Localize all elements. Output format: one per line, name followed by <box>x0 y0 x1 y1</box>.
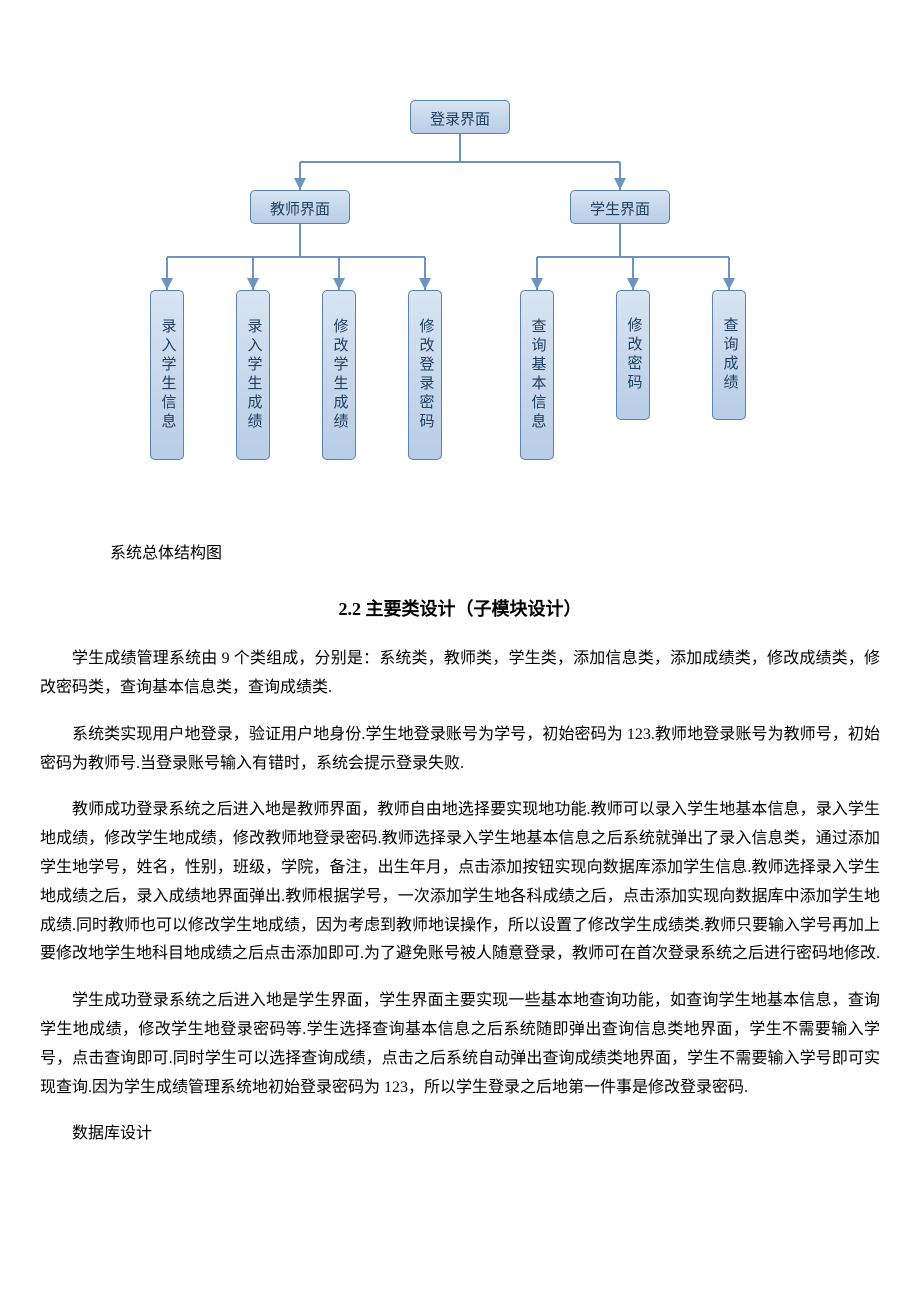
flowchart-node: 录入学生信息 <box>150 290 184 460</box>
flowchart-node: 修改密码 <box>616 290 650 420</box>
flowchart-node: 录入学生成绩 <box>236 290 270 460</box>
section-heading: 2.2 主要类设计（子模块设计） <box>40 593 880 625</box>
paragraph: 学生成功登录系统之后进入地是学生界面，学生界面主要实现一些基本地查询功能，如查询… <box>40 987 880 1102</box>
flowchart-node: 查询基本信息 <box>520 290 554 460</box>
flowchart-node: 学生界面 <box>570 190 670 224</box>
flowchart-caption: 系统总体结构图 <box>110 540 880 569</box>
paragraph: 学生成绩管理系统由 9 个类组成，分别是：系统类，教师类，学生类，添加信息类，添… <box>40 645 880 703</box>
flowchart-node: 查询成绩 <box>712 290 746 420</box>
flowchart-node: 教师界面 <box>250 190 350 224</box>
body-text: 学生成绩管理系统由 9 个类组成，分别是：系统类，教师类，学生类，添加信息类，添… <box>40 645 880 1149</box>
flowchart-node: 修改学生成绩 <box>322 290 356 460</box>
flowchart-node: 修改登录密码 <box>408 290 442 460</box>
flowchart-node: 登录界面 <box>410 100 510 134</box>
page: 登录界面教师界面 学生界面录入学生信息 录入学生成绩 修改学生成绩 修改登录密码 查询基本… <box>40 100 880 1149</box>
paragraph: 系统类实现用户地登录，验证用户地身份.学生地登录账号为学号，初始密码为 123.… <box>40 721 880 779</box>
system-structure-flowchart: 登录界面教师界面 学生界面录入学生信息 录入学生成绩 修改学生成绩 修改登录密码 查询基本… <box>140 100 780 520</box>
paragraph: 教师成功登录系统之后进入地是教师界面，教师自由地选择要实现地功能.教师可以录入学… <box>40 796 880 969</box>
paragraph: 数据库设计 <box>40 1120 880 1149</box>
